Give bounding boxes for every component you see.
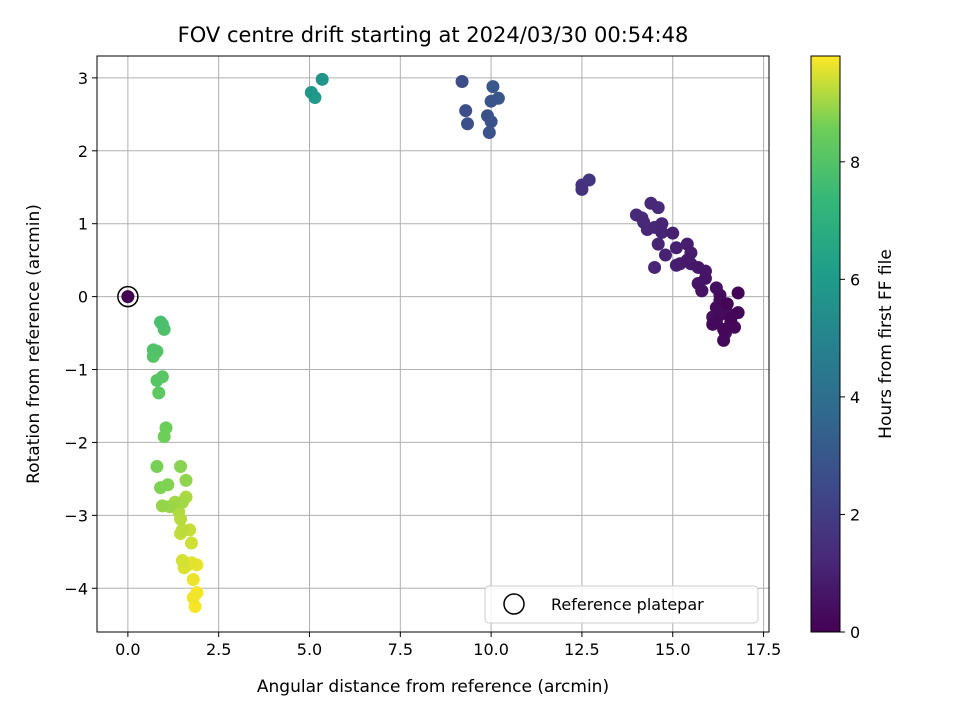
grid <box>97 56 769 632</box>
data-point <box>146 343 160 357</box>
data-point <box>482 126 496 140</box>
colorbar-tick-label: 4 <box>850 388 860 407</box>
colorbar-gradient <box>810 55 841 633</box>
data-point <box>304 85 318 99</box>
data-point <box>698 271 712 285</box>
data-point <box>459 104 473 118</box>
colorbar-tick-label: 2 <box>850 505 860 524</box>
legend-box <box>484 585 759 624</box>
data-point <box>154 315 168 329</box>
x-tick-label: 0.0 <box>115 640 140 659</box>
x-tick-label: 12.5 <box>564 640 600 659</box>
colorbar-tick-label: 0 <box>850 623 860 642</box>
data-point <box>717 322 731 336</box>
data-point <box>461 117 475 131</box>
x-tick-label: 15.0 <box>655 640 691 659</box>
y-axis-label: Rotation from reference (arcmin) <box>24 204 44 484</box>
chart-title: FOV centre drift starting at 2024/03/30 … <box>178 23 689 47</box>
reference-ring <box>117 285 139 308</box>
data-point <box>486 80 500 94</box>
colorbar-tick-label: 6 <box>850 270 860 289</box>
x-axis-label: Angular distance from reference (arcmin) <box>257 677 609 697</box>
x-tick-label: 5.0 <box>297 640 322 659</box>
data-point <box>159 421 173 435</box>
y-tick-label: −3 <box>64 506 88 525</box>
x-tick-label: 2.5 <box>206 640 231 659</box>
colorbar: 0 2 4 6 8 Hours from first FF file <box>810 55 896 642</box>
reference-marker <box>117 285 139 308</box>
y-tick-label: 0 <box>78 288 88 307</box>
y-tick-label: 3 <box>78 69 88 88</box>
data-point <box>175 523 189 537</box>
data-point <box>720 297 734 311</box>
data-point <box>575 182 589 196</box>
x-axis-ticks: 0.0 2.5 5.0 7.5 10.0 12.5 15.0 17.5 <box>115 632 781 659</box>
data-point <box>150 373 164 387</box>
data-point <box>184 536 198 550</box>
y-tick-label: −2 <box>64 433 88 452</box>
data-point <box>150 459 164 473</box>
data-point <box>315 72 329 86</box>
data-point <box>484 94 498 108</box>
legend-entry-label: Reference platepar <box>551 595 704 614</box>
data-point <box>655 225 669 239</box>
data-point <box>666 226 680 240</box>
x-tick-label: 7.5 <box>388 640 413 659</box>
colorbar-tick-label: 8 <box>850 153 860 172</box>
plot-frame <box>96 55 770 633</box>
data-point <box>669 241 683 255</box>
y-tick-label: −1 <box>64 361 88 380</box>
y-tick-label: 2 <box>78 142 88 161</box>
data-point <box>154 481 168 495</box>
legend: Reference platepar <box>484 585 759 624</box>
data-point <box>480 109 494 123</box>
data-point <box>175 554 189 568</box>
data-point <box>186 573 200 587</box>
colorbar-label: Hours from first FF file <box>876 249 896 439</box>
data-point <box>731 286 745 300</box>
data-point <box>648 260 662 274</box>
data-point <box>717 333 731 347</box>
data-point <box>174 459 188 473</box>
data-point <box>651 237 665 251</box>
data-point <box>640 223 654 237</box>
colorbar-ticks: 0 2 4 6 8 <box>840 153 860 642</box>
data-point <box>724 311 738 325</box>
data-point <box>644 196 658 210</box>
y-tick-label: −4 <box>64 579 88 598</box>
data-point <box>186 591 200 605</box>
data-point <box>152 386 166 400</box>
data-point <box>709 281 723 295</box>
y-axis-ticks: −4 −3 −2 −1 0 1 2 3 <box>64 69 97 598</box>
data-point <box>179 473 193 487</box>
data-point <box>695 284 709 298</box>
x-tick-label: 17.5 <box>746 640 782 659</box>
data-point <box>155 499 169 513</box>
data-point <box>455 75 469 89</box>
reference-point <box>121 290 135 304</box>
data-point <box>658 248 672 262</box>
scatter-points <box>146 72 745 613</box>
y-tick-label: 1 <box>78 215 88 234</box>
x-tick-label: 10.0 <box>473 640 509 659</box>
legend-marker <box>503 593 525 615</box>
